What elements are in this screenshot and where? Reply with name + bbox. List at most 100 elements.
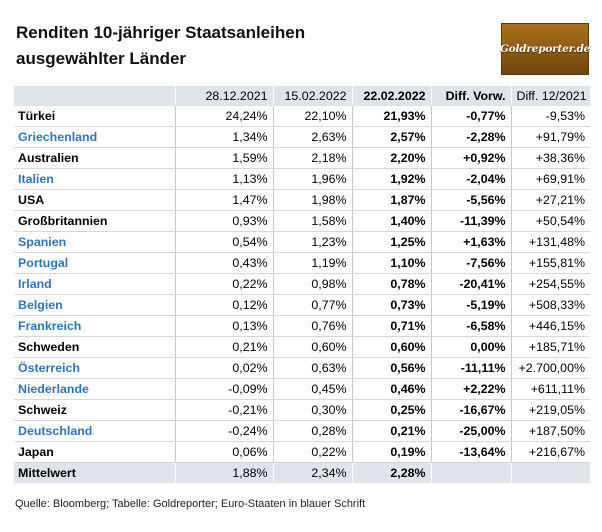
yield-15-02-2022: 1,19% bbox=[272, 252, 352, 274]
diff-12-2021: +611,11% bbox=[510, 378, 590, 400]
source-note: Quelle: Bloomberg; Tabelle: Goldreporter… bbox=[15, 498, 366, 510]
country-cell: Griechenland bbox=[14, 126, 175, 148]
table-row: Japan 0,06% 0,22% 0,19% -13,64% +216,67% bbox=[14, 441, 590, 463]
yield-22-02-2022: 21,93% bbox=[351, 106, 431, 127]
header-diff-week: Diff. Vorw. bbox=[430, 86, 511, 106]
diff-12-2021: +38,36% bbox=[510, 147, 590, 169]
avg-15-02-2022: 2,34% bbox=[272, 462, 352, 483]
header-row: 28.12.2021 15.02.2022 22.02.2022 Diff. V… bbox=[14, 86, 590, 106]
yield-22-02-2022: 1,10% bbox=[351, 252, 431, 274]
table-row: Griechenland 1,34% 2,63% 2,57% -2,28% +91,79% bbox=[14, 126, 590, 148]
yield-22-02-2022: 0,73% bbox=[351, 294, 431, 316]
table-row: Italien 1,13% 1,96% 1,92% -2,04% +69,91% bbox=[14, 168, 590, 190]
table-row: Belgien 0,12% 0,77% 0,73% -5,19% +508,33% bbox=[14, 294, 590, 316]
average-row: Mittelwert 1,88% 2,34% 2,28% bbox=[14, 462, 590, 483]
yield-22-02-2022: 1,87% bbox=[351, 189, 431, 211]
avg-22-02-2022: 2,28% bbox=[351, 462, 431, 483]
diff-week: -0,77% bbox=[430, 106, 511, 127]
diff-12-2021: +216,67% bbox=[510, 441, 590, 463]
yield-28-12-2021: -0,09% bbox=[174, 378, 273, 400]
yield-28-12-2021: 0,21% bbox=[174, 336, 273, 358]
yield-15-02-2022: 0,98% bbox=[272, 273, 352, 295]
yield-15-02-2022: 0,77% bbox=[272, 294, 352, 316]
diff-week: 0,00% bbox=[430, 336, 511, 358]
diff-week: -25,00% bbox=[430, 420, 511, 442]
diff-12-2021: +508,33% bbox=[510, 294, 590, 316]
title-line-2: ausgewählter Länder bbox=[16, 49, 187, 68]
table-title: Renditen 10-jähriger Staatsanleihen ausg… bbox=[16, 20, 436, 72]
diff-12-2021: +185,71% bbox=[510, 336, 590, 358]
yield-15-02-2022: 22,10% bbox=[272, 106, 352, 127]
table-row: Australien 1,59% 2,18% 2,20% +0,92% +38,36% bbox=[14, 147, 590, 169]
diff-12-2021: +27,21% bbox=[510, 189, 590, 211]
table-row: Deutschland -0,24% 0,28% 0,21% -25,00% +187,5… bbox=[14, 420, 590, 442]
yield-22-02-2022: 2,57% bbox=[351, 126, 431, 148]
country-cell: USA bbox=[14, 189, 175, 211]
yield-28-12-2021: 1,59% bbox=[174, 147, 273, 169]
diff-week: -16,67% bbox=[430, 399, 511, 421]
table-row: Irland 0,22% 0,98% 0,78% -20,41% +254,55% bbox=[14, 273, 590, 295]
yield-15-02-2022: 0,45% bbox=[272, 378, 352, 400]
yields-table: 28.12.2021 15.02.2022 22.02.2022 Diff. V… bbox=[14, 86, 590, 483]
yield-22-02-2022: 0,21% bbox=[351, 420, 431, 442]
yield-15-02-2022: 0,28% bbox=[272, 420, 352, 442]
diff-week: -2,04% bbox=[430, 168, 511, 190]
diff-12-2021: +155,81% bbox=[510, 252, 590, 274]
country-cell: Großbritannien bbox=[14, 210, 175, 232]
diff-12-2021: +50,54% bbox=[510, 210, 590, 232]
yield-15-02-2022: 1,96% bbox=[272, 168, 352, 190]
logo-text: Goldreporter.de bbox=[499, 43, 591, 55]
diff-12-2021: +2.700,00% bbox=[510, 357, 590, 379]
diff-week: -5,19% bbox=[430, 294, 511, 316]
yield-22-02-2022: 1,92% bbox=[351, 168, 431, 190]
yield-28-12-2021: 0,43% bbox=[174, 252, 273, 274]
country-cell: Italien bbox=[14, 168, 175, 190]
diff-12-2021: +446,15% bbox=[510, 315, 590, 337]
diff-12-2021: +91,79% bbox=[510, 126, 590, 148]
country-cell: Schweden bbox=[14, 336, 175, 358]
country-cell: Spanien bbox=[14, 231, 175, 253]
table-row: Spanien 0,54% 1,23% 1,25% +1,63% +131,48% bbox=[14, 231, 590, 253]
yield-28-12-2021: -0,21% bbox=[174, 399, 273, 421]
yield-15-02-2022: 0,63% bbox=[272, 357, 352, 379]
yield-15-02-2022: 1,98% bbox=[272, 189, 352, 211]
country-cell: Deutschland bbox=[14, 420, 175, 442]
yield-28-12-2021: 1,13% bbox=[174, 168, 273, 190]
diff-12-2021: -9,53% bbox=[510, 106, 590, 127]
table-row: Niederlande -0,09% 0,45% 0,46% +2,22% +611,11… bbox=[14, 378, 590, 400]
country-cell: Portugal bbox=[14, 252, 175, 274]
country-cell: Belgien bbox=[14, 294, 175, 316]
header-country bbox=[14, 86, 175, 106]
country-cell: Japan bbox=[14, 441, 175, 463]
header-diff-12-2021: Diff. 12/2021 bbox=[510, 86, 590, 106]
yield-28-12-2021: 0,54% bbox=[174, 231, 273, 253]
yield-22-02-2022: 1,40% bbox=[351, 210, 431, 232]
table-row: Türkei 24,24% 22,10% 21,93% -0,77% -9,53% bbox=[14, 106, 590, 127]
country-cell: Frankreich bbox=[14, 315, 175, 337]
yield-22-02-2022: 0,60% bbox=[351, 336, 431, 358]
table-row: USA 1,47% 1,98% 1,87% -5,56% +27,21% bbox=[14, 189, 590, 211]
yield-15-02-2022: 2,63% bbox=[272, 126, 352, 148]
yield-15-02-2022: 2,18% bbox=[272, 147, 352, 169]
country-cell: Österreich bbox=[14, 357, 175, 379]
diff-week: -5,56% bbox=[430, 189, 511, 211]
yield-28-12-2021: 0,12% bbox=[174, 294, 273, 316]
table-row: Großbritannien 0,93% 1,58% 1,40% -11,39% +50,… bbox=[14, 210, 590, 232]
header-date-3: 22.02.2022 bbox=[351, 86, 431, 106]
country-cell: Australien bbox=[14, 147, 175, 169]
yield-28-12-2021: 24,24% bbox=[174, 106, 273, 127]
yield-22-02-2022: 1,25% bbox=[351, 231, 431, 253]
diff-12-2021: +219,05% bbox=[510, 399, 590, 421]
yield-28-12-2021: 1,47% bbox=[174, 189, 273, 211]
header-date-2: 15.02.2022 bbox=[272, 86, 352, 106]
table-row: Frankreich 0,13% 0,76% 0,71% -6,58% +446,15% bbox=[14, 315, 590, 337]
avg-diff-week bbox=[430, 462, 511, 483]
diff-week: -6,58% bbox=[430, 315, 511, 337]
yield-28-12-2021: 0,02% bbox=[174, 357, 273, 379]
yield-22-02-2022: 0,78% bbox=[351, 273, 431, 295]
goldreporter-logo: Goldreporter.de bbox=[499, 23, 591, 75]
yield-22-02-2022: 2,20% bbox=[351, 147, 431, 169]
diff-week: -13,64% bbox=[430, 441, 511, 463]
yield-15-02-2022: 0,60% bbox=[272, 336, 352, 358]
diff-week: +0,92% bbox=[430, 147, 511, 169]
